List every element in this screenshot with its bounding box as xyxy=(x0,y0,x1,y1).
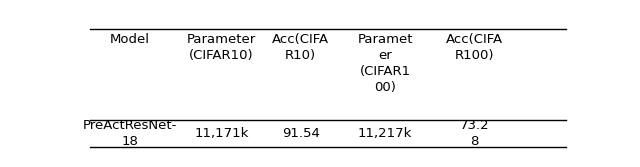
Text: 11,217k: 11,217k xyxy=(358,127,412,140)
Text: Acc(CIFA
R10): Acc(CIFA R10) xyxy=(272,33,330,62)
Text: Paramet
er
(CIFAR1
00): Paramet er (CIFAR1 00) xyxy=(357,33,413,94)
Text: Model: Model xyxy=(109,33,150,46)
Text: 91.54: 91.54 xyxy=(282,127,319,140)
Text: PreActResNet-
18: PreActResNet- 18 xyxy=(83,119,177,148)
Text: Parameter
(CIFAR10): Parameter (CIFAR10) xyxy=(187,33,256,62)
Text: Acc(CIFA
R100): Acc(CIFA R100) xyxy=(445,33,503,62)
Text: 11,171k: 11,171k xyxy=(194,127,248,140)
Text: 73.2
8: 73.2 8 xyxy=(460,119,489,148)
